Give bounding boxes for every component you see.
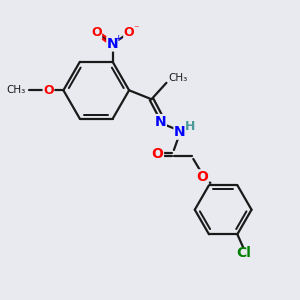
Text: CH₃: CH₃ (168, 73, 187, 83)
Text: O: O (196, 170, 208, 184)
Text: Cl: Cl (236, 246, 251, 260)
Text: N: N (154, 115, 166, 129)
Text: H: H (185, 120, 196, 133)
Text: O: O (152, 148, 164, 161)
Text: ⁻: ⁻ (133, 24, 138, 34)
Text: N: N (107, 37, 118, 51)
Text: +: + (114, 34, 122, 43)
Text: O: O (43, 84, 54, 97)
Text: O: O (91, 26, 102, 39)
Text: N: N (174, 125, 186, 139)
Text: CH₃: CH₃ (6, 85, 25, 95)
Text: O: O (124, 26, 134, 39)
